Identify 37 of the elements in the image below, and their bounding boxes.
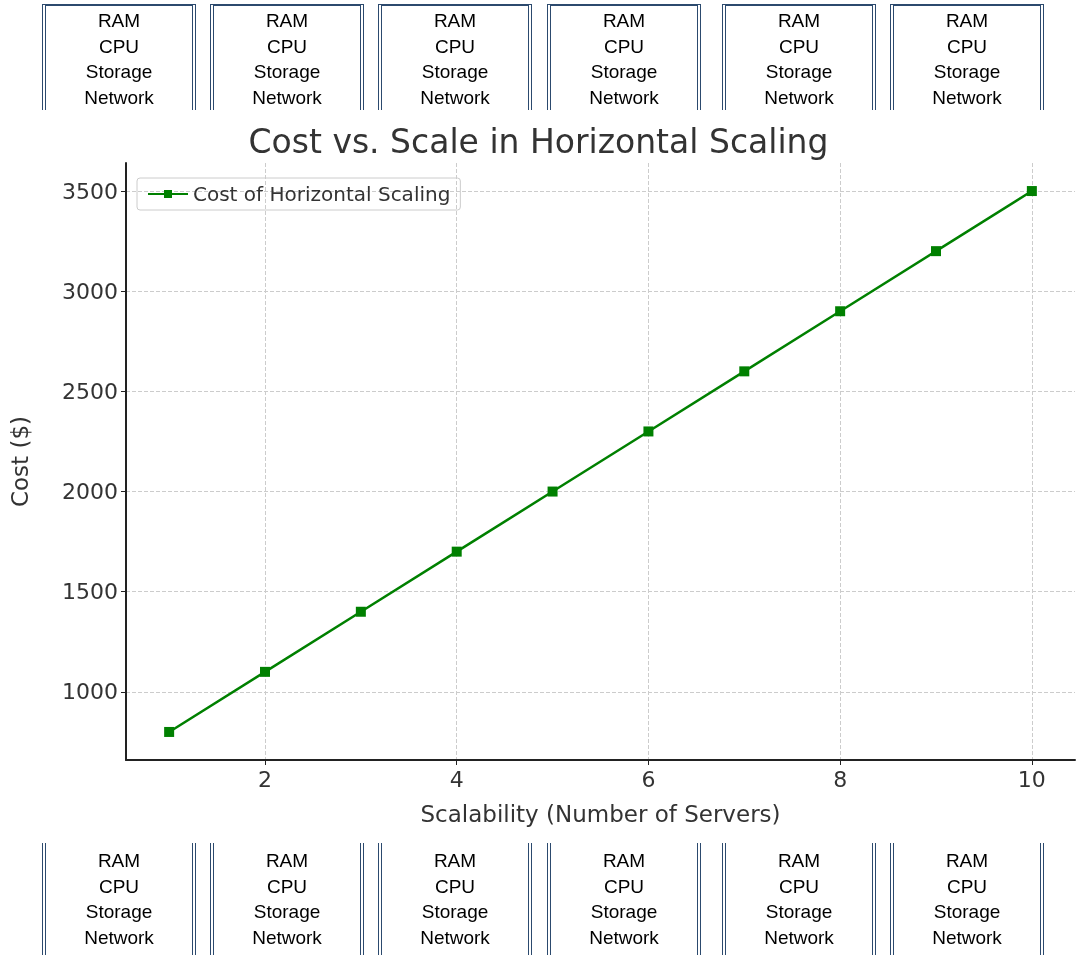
x-tick-label: 6 xyxy=(641,766,656,792)
point xyxy=(739,366,750,377)
point xyxy=(835,306,846,317)
point xyxy=(164,726,175,737)
server-box: RAM CPU Storage Network xyxy=(722,843,876,955)
x-tick-label: 4 xyxy=(449,766,464,792)
server-box: RAM CPU Storage Network xyxy=(378,843,532,955)
server-box: RAM CPU Storage Network xyxy=(547,4,701,110)
y-tick-label: 1000 xyxy=(62,679,118,705)
chart-title: Cost vs. Scale in Horizontal Scaling xyxy=(248,122,829,161)
x-axis-title: Scalability (Number of Servers) xyxy=(420,800,781,827)
server-box: RAM CPU Storage Network xyxy=(210,4,364,110)
point xyxy=(931,246,942,257)
legend-label: Cost of Horizontal Scaling xyxy=(193,182,451,206)
server-box: RAM CPU Storage Network xyxy=(722,4,876,110)
server-box: RAM CPU Storage Network xyxy=(42,843,196,955)
server-box: RAM CPU Storage Network xyxy=(890,4,1044,110)
point xyxy=(547,486,558,497)
point xyxy=(451,546,462,557)
x-tick-label: 2 xyxy=(257,766,272,792)
server-box: RAM CPU Storage Network xyxy=(378,4,532,110)
server-box: RAM CPU Storage Network xyxy=(210,843,364,955)
point xyxy=(643,426,654,437)
y-tick-label: 1500 xyxy=(62,579,118,605)
x-tick-label: 10 xyxy=(1017,766,1046,792)
y-tick-label: 3000 xyxy=(62,278,118,304)
point xyxy=(259,666,270,677)
y-tick-label: 2000 xyxy=(62,479,118,505)
y-tick-label: 3500 xyxy=(62,178,118,204)
server-box: RAM CPU Storage Network xyxy=(547,843,701,955)
y-axis-title: Cost ($) xyxy=(6,415,33,508)
server-box: RAM CPU Storage Network xyxy=(890,843,1044,955)
point xyxy=(1026,186,1037,197)
y-tick-label: 2500 xyxy=(62,378,118,404)
x-tick-label: 8 xyxy=(833,766,848,792)
point xyxy=(355,606,366,617)
server-box: RAM CPU Storage Network xyxy=(42,4,196,110)
